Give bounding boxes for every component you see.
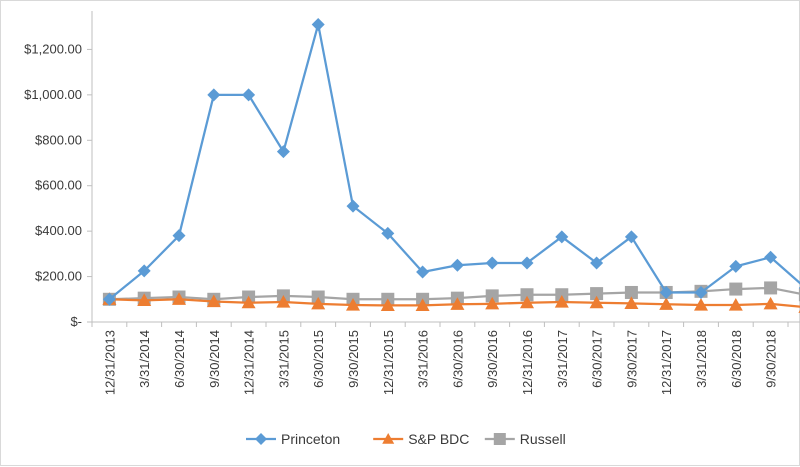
data-point-s-p-bdc xyxy=(206,294,221,308)
legend-label: Russell xyxy=(520,431,566,447)
data-point-princeton xyxy=(520,256,534,270)
x-tick-label: 6/30/2018 xyxy=(729,330,744,388)
data-point-princeton xyxy=(137,264,151,278)
data-point-russell xyxy=(729,282,743,296)
y-tick-label: $400.00 xyxy=(35,223,82,238)
x-tick-label: 9/30/2018 xyxy=(764,330,779,388)
legend-item-s-p-bdc: S&P BDC xyxy=(373,431,469,447)
data-point-princeton xyxy=(624,230,638,244)
x-tick-label: 6/30/2014 xyxy=(172,330,187,388)
plot-area xyxy=(102,17,800,313)
x-tick-label: 12/31/2017 xyxy=(659,330,674,395)
series-line-princeton xyxy=(108,23,800,301)
data-point-russell xyxy=(485,289,499,303)
x-axis: 12/31/2013 3/31/2014 6/30/2014 9/30/2014 12/… xyxy=(91,321,800,395)
data-point-s-p-bdc xyxy=(485,296,500,310)
data-point-s-p-bdc xyxy=(276,295,291,308)
data-point-princeton xyxy=(207,88,221,102)
data-point-s-p-bdc xyxy=(450,297,465,310)
data-point-s-p-bdc xyxy=(380,298,395,312)
data-point-princeton xyxy=(590,256,604,270)
x-tick-label: 12/31/2016 xyxy=(520,330,535,395)
x-tick-label: 12/31/2014 xyxy=(242,330,257,395)
data-point-russell xyxy=(555,288,569,302)
data-point-princeton xyxy=(450,258,464,272)
legend-swatch-marker xyxy=(255,433,267,445)
x-tick-label: 12/31/2018 xyxy=(798,330,800,395)
series-princeton xyxy=(102,17,800,306)
x-tick-label: 9/30/2015 xyxy=(346,330,361,388)
data-point-s-p-bdc xyxy=(172,292,186,305)
data-point-princeton xyxy=(694,285,708,299)
data-point-s-p-bdc xyxy=(554,295,569,308)
legend-item-russell: Russell xyxy=(484,431,566,447)
x-tick-label: 3/31/2018 xyxy=(694,330,709,388)
data-point-russell xyxy=(590,287,604,301)
x-tick-label: 12/31/2015 xyxy=(381,330,396,395)
x-tick-label: 3/31/2016 xyxy=(416,330,431,388)
legend-swatch-marker xyxy=(493,433,506,445)
y-tick-label: $800.00 xyxy=(35,132,82,147)
data-point-princeton xyxy=(276,145,290,159)
x-tick-label: 9/30/2016 xyxy=(485,330,500,388)
data-point-s-p-bdc xyxy=(137,293,152,307)
data-point-s-p-bdc xyxy=(346,297,360,311)
data-point-s-p-bdc xyxy=(520,295,534,309)
data-point-princeton xyxy=(346,199,360,213)
data-point-princeton xyxy=(659,285,673,299)
data-point-s-p-bdc xyxy=(241,295,256,309)
x-tick-label: 9/30/2014 xyxy=(207,330,222,388)
data-point-s-p-bdc xyxy=(763,296,778,310)
y-tick-label: $600.00 xyxy=(35,178,82,193)
data-point-russell xyxy=(624,285,638,299)
data-point-princeton xyxy=(381,226,395,240)
y-axis: $- $200.00 $400.00 $600.00 $800.00 $1,000.00 $… xyxy=(24,11,93,329)
data-point-s-p-bdc xyxy=(624,296,639,309)
data-point-princeton xyxy=(764,250,778,264)
x-tick-label: 3/31/2014 xyxy=(137,330,152,388)
x-tick-label: 12/31/2013 xyxy=(102,330,117,395)
data-point-princeton xyxy=(555,230,569,244)
legend-label: Princeton xyxy=(281,431,340,447)
data-point-princeton xyxy=(172,229,186,243)
y-tick-label: $1,000.00 xyxy=(24,87,82,102)
data-point-russell xyxy=(764,281,778,295)
data-point-s-p-bdc xyxy=(589,295,604,309)
x-tick-label: 3/31/2015 xyxy=(276,330,291,388)
y-tick-label: $- xyxy=(70,314,82,329)
data-point-s-p-bdc xyxy=(728,297,743,311)
data-point-s-p-bdc xyxy=(311,296,326,310)
data-point-russell xyxy=(798,288,800,302)
data-point-s-p-bdc xyxy=(415,298,430,312)
x-tick-label: 6/30/2016 xyxy=(450,330,465,388)
x-tick-label: 6/30/2015 xyxy=(311,330,326,388)
data-point-s-p-bdc xyxy=(694,297,708,311)
x-tick-label: 3/31/2017 xyxy=(555,330,570,388)
data-point-princeton xyxy=(311,17,325,31)
data-point-princeton xyxy=(729,259,743,273)
legend-label: S&P BDC xyxy=(408,431,469,447)
x-tick-label: 6/30/2017 xyxy=(590,330,605,388)
data-point-princeton xyxy=(485,256,499,270)
legend-swatch-marker xyxy=(382,433,395,444)
legend: Princeton S&P BDC Russell xyxy=(246,431,566,447)
series-s-p-bdc xyxy=(102,292,800,313)
data-point-princeton xyxy=(102,292,116,306)
x-tick-label: 9/30/2017 xyxy=(624,330,639,388)
data-point-princeton xyxy=(242,88,256,102)
data-point-russell xyxy=(520,288,534,302)
legend-item-princeton: Princeton xyxy=(246,431,340,447)
data-point-princeton xyxy=(416,265,430,279)
y-tick-label: $1,200.00 xyxy=(24,41,82,56)
data-point-s-p-bdc xyxy=(659,297,674,310)
y-tick-label: $200.00 xyxy=(35,269,82,284)
